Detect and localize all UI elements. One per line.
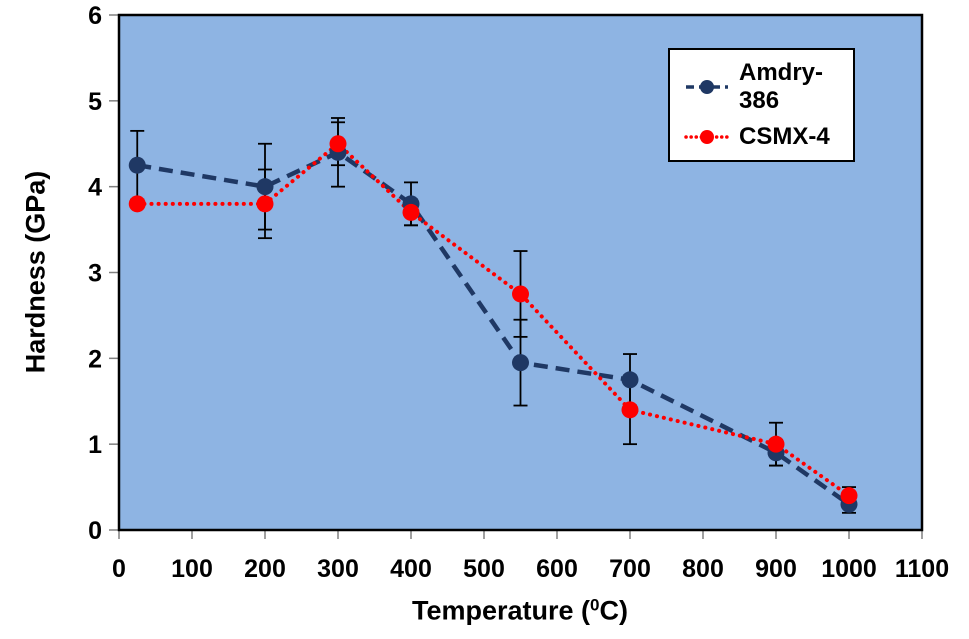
x-tick-label: 400 bbox=[390, 555, 432, 583]
legend-entry-csmx-4: CSMX-4 bbox=[684, 123, 853, 151]
chart-frame bbox=[117, 13, 924, 532]
x-tick-label: 200 bbox=[244, 555, 286, 583]
x-tick-label: 700 bbox=[609, 555, 651, 583]
legend-sample-marker bbox=[700, 130, 714, 145]
legend-sample-line-amdry-386 bbox=[686, 79, 728, 94]
y-axis-title: Hardness (GPa) bbox=[20, 170, 51, 374]
series-markers-csmx-4 bbox=[128, 135, 858, 505]
x-tick-label: 1100 bbox=[895, 555, 949, 583]
x-tick-label: 500 bbox=[463, 555, 505, 583]
x-tick-label: 0 bbox=[112, 555, 126, 583]
y-tick-label: 1 bbox=[88, 431, 102, 459]
data-point-csmx-4 bbox=[840, 487, 858, 505]
y-tick-label: 5 bbox=[88, 88, 102, 116]
data-point-csmx-4 bbox=[767, 435, 785, 453]
y-tick-label: 2 bbox=[88, 345, 102, 373]
x-tick-label: 300 bbox=[317, 555, 359, 583]
data-point-amdry-386 bbox=[512, 354, 529, 372]
x-axis-title: Temperature (0C) bbox=[412, 596, 628, 627]
legend-entry-amdry-386: Amdry-386 bbox=[684, 59, 853, 115]
x-tick-label: 800 bbox=[682, 555, 724, 583]
x-tick-label: 100 bbox=[171, 555, 213, 583]
y-tick-label: 6 bbox=[88, 2, 102, 30]
data-point-csmx-4 bbox=[512, 285, 529, 303]
x-tick-label: 600 bbox=[536, 555, 578, 583]
x-tick-label: 900 bbox=[755, 555, 797, 583]
series-line-amdry-386 bbox=[136, 150, 851, 507]
legend-sample-line-csmx-4 bbox=[684, 130, 730, 145]
data-point-csmx-4 bbox=[621, 401, 639, 419]
data-point-amdry-386 bbox=[621, 371, 639, 389]
y-tick-label: 0 bbox=[88, 517, 102, 545]
legend-label-amdry-386: Amdry-386 bbox=[739, 58, 824, 114]
data-point-csmx-4 bbox=[256, 195, 274, 213]
x-axis-title-suffix: C) bbox=[599, 595, 629, 626]
x-axis-title-superscript: 0 bbox=[590, 595, 600, 615]
legend-sample-marker bbox=[700, 79, 714, 94]
legend-label-csmx-4: CSMX-4 bbox=[739, 123, 830, 151]
data-point-amdry-386 bbox=[256, 178, 274, 196]
legend: Amdry-386 CSMX-4 bbox=[668, 48, 855, 162]
x-tick-label: 1000 bbox=[821, 555, 877, 583]
y-tick-label: 4 bbox=[88, 174, 102, 202]
data-point-csmx-4 bbox=[329, 135, 347, 153]
y-tick-label: 3 bbox=[88, 260, 102, 288]
data-point-csmx-4 bbox=[128, 195, 146, 213]
series-line-csmx-4 bbox=[135, 141, 851, 498]
data-point-amdry-386 bbox=[128, 156, 146, 174]
x-axis-title-text: Temperature ( bbox=[411, 595, 591, 626]
data-point-csmx-4 bbox=[402, 203, 420, 221]
